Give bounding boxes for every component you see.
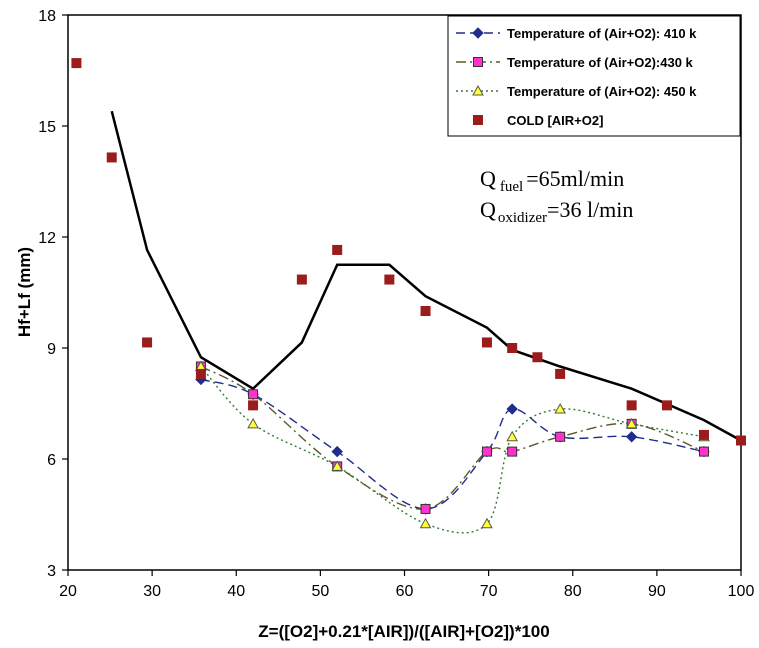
data-point [419,517,432,529]
data-point [506,403,518,415]
series-line-0 [200,378,705,510]
y-axis-title: Hf+Lf (mm) [15,247,34,337]
data-point [248,400,259,411]
x-tick-label: 40 [227,583,245,600]
x-tick-label: 90 [648,583,666,600]
data-point [481,517,493,529]
trend-line [110,110,742,442]
data-point [248,389,259,400]
legend-item: COLD [AIR+O2] [473,113,603,128]
data-point [554,403,566,414]
x-tick-label: 100 [728,583,755,600]
legend-label: COLD [AIR+O2] [507,113,603,128]
data-point [506,430,519,442]
data-point [481,337,492,348]
data-point [661,400,672,411]
series-layer [71,58,746,534]
legend-marker [473,57,483,67]
data-point [555,368,566,379]
x-tick-label: 50 [311,583,329,600]
data-point [420,503,431,514]
series-line-1 [200,365,705,510]
y-tick-label: 18 [38,8,56,25]
legend-item: Temperature of (Air+O2):430 k [456,55,694,70]
legend-item: Temperature of (Air+O2): 410 k [456,26,697,41]
y-tick-label: 3 [47,563,56,580]
data-point [247,417,259,429]
legend-marker [472,27,484,39]
legend-item: Temperature of (Air+O2): 450 k [456,84,697,99]
data-point [625,431,638,443]
series-markers-3 [71,58,746,446]
data-point [481,446,492,457]
y-tick-label: 9 [47,341,56,358]
annotation-fuel-sub: fuel [500,179,523,195]
legend-box [447,15,741,137]
data-point [142,337,153,348]
annotation-fuel-value: =65ml/min [526,166,624,191]
data-point [331,445,343,458]
legend-label: Temperature of (Air+O2): 410 k [507,26,697,41]
annotation-q-oxidizer: Q [480,197,496,222]
data-point [195,368,206,379]
x-axis-title: Z=([O2]+0.21*[AIR])/([AIR]+[O2])*100 [258,622,549,641]
legend-marker [473,115,483,125]
y-tick-label: 6 [47,452,56,469]
data-point [71,58,82,69]
data-point [698,446,709,457]
legend-label: Temperature of (Air+O2):430 k [507,55,694,70]
annotation-oxidizer-sub: oxidizer [498,210,547,226]
legend: Temperature of (Air+O2): 410 k Temperatur… [447,15,741,137]
data-point [507,446,518,457]
legend-label: Temperature of (Air+O2): 450 k [507,84,697,99]
data-point [736,435,746,446]
data-point [532,352,543,363]
y-tick-label: 12 [38,230,56,247]
data-point [698,429,709,440]
data-point [296,274,307,285]
x-tick-label: 30 [143,583,161,600]
annotation-oxidizer-value: =36 l/min [547,197,633,222]
data-point [384,274,395,285]
x-tick-label: 70 [480,583,498,600]
data-point [332,244,343,255]
data-point [106,152,117,163]
axis-ticks: 20 30 40 50 60 70 80 90 100 3 6 9 12 15 18 [38,8,754,600]
x-tick-label: 60 [396,583,414,600]
data-point [625,417,638,429]
annotation-q-fuel: Q [480,166,496,191]
x-tick-label: 80 [564,583,582,600]
data-point [507,343,518,353]
series-line-2 [200,366,705,534]
y-tick-label: 15 [38,119,56,136]
data-point [331,460,344,471]
legend-marker [472,84,484,96]
data-point [626,400,637,411]
x-tick-label: 20 [59,583,77,600]
legend-entries: Temperature of (Air+O2): 410 k Temperatur… [456,26,697,128]
data-point [555,431,566,442]
data-point [420,306,431,316]
